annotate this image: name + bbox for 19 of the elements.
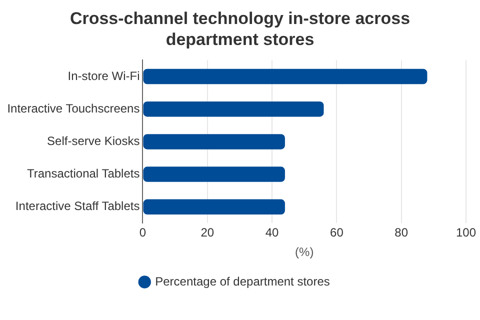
x-tick-label: 0 [139, 226, 146, 240]
x-tick-label: 40 [265, 226, 280, 240]
bar [143, 199, 285, 215]
bar [143, 134, 285, 150]
x-tick-label: 60 [330, 226, 344, 240]
bar [143, 101, 324, 117]
y-tick-label: Self-serve Kiosks [47, 134, 140, 148]
x-tick-label: 80 [394, 226, 408, 240]
bar [143, 68, 428, 84]
y-tick-label: Interactive Staff Tablets [15, 199, 140, 214]
x-tick-label: 100 [456, 226, 476, 240]
legend-label: Percentage of department stores [155, 274, 330, 288]
y-tick-label: Transactional Tablets [27, 166, 140, 181]
y-tick-label: In-store Wi-Fi [68, 68, 140, 83]
y-tick-label: Interactive Touchscreens [7, 101, 140, 116]
chart-title: Cross-channel technology in-store across department stores [68, 8, 412, 50]
x-tick-label: 20 [200, 226, 214, 240]
bar [143, 166, 285, 182]
x-axis-title: (%) [295, 245, 314, 260]
